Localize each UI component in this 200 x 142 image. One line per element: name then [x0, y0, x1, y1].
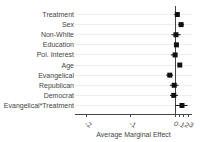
svg-text:Age: Age: [62, 62, 75, 70]
svg-text:Sex: Sex: [62, 21, 75, 28]
svg-text:.2: .2: [182, 120, 191, 129]
svg-text:-2: -2: [84, 120, 93, 129]
svg-text:Republican: Republican: [39, 82, 74, 90]
svg-text:Evangelical: Evangelical: [38, 72, 74, 80]
svg-text:Average Marginal Effect: Average Marginal Effect: [96, 131, 171, 139]
svg-text:Education: Education: [43, 41, 74, 48]
svg-text:Evangelical*Treatment: Evangelical*Treatment: [4, 102, 74, 110]
svg-text:.3: .3: [186, 120, 195, 129]
svg-text:Non-White: Non-White: [41, 31, 74, 38]
svg-text:Democrat: Democrat: [44, 92, 74, 99]
svg-text:-1: -1: [128, 120, 137, 129]
svg-text:.1: .1: [177, 120, 186, 129]
svg-text:0: 0: [173, 120, 180, 128]
svg-text:Pol. Interest: Pol. Interest: [37, 51, 74, 58]
svg-text:Treatment: Treatment: [42, 11, 74, 18]
